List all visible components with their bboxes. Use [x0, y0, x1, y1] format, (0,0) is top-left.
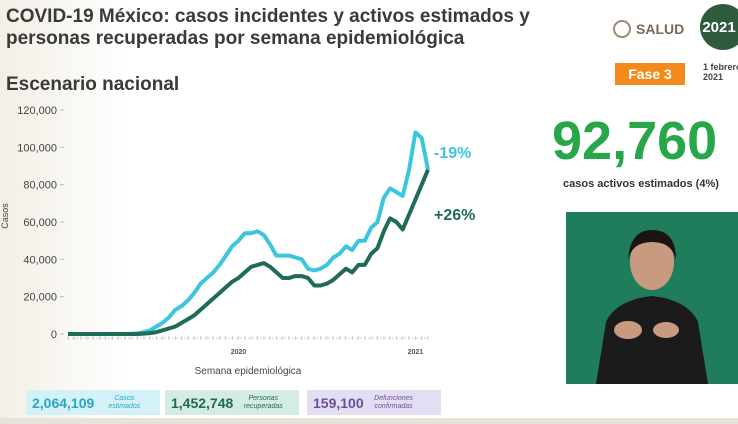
logo: SALUD	[612, 16, 690, 42]
y-tick-label: 100,000	[17, 142, 57, 154]
logo-text: SALUD	[636, 21, 685, 37]
y-tick-label: 40,000	[23, 254, 57, 266]
y-axis-label: Casos	[0, 203, 10, 229]
summary-value: 1,452,748	[171, 394, 234, 411]
title-line: COVID-19 México: casos incidentes y acti…	[6, 6, 530, 27]
summary-box: 2,064,109 Casos estimados	[26, 390, 160, 415]
summary-label: Casos estimados	[108, 394, 141, 410]
x-tick-label: 2020	[231, 349, 247, 356]
logo-icon	[613, 20, 631, 38]
phase-badge: Fase 3	[615, 63, 685, 85]
series-line	[68, 130, 430, 336]
y-tick-label: 0	[51, 329, 57, 341]
y-tick-label: 80,000	[23, 180, 57, 192]
summary-label: Personas recuperadas	[243, 394, 283, 410]
x-axis-label: Semana epidemiológica	[195, 366, 302, 377]
summary-label: Defunciones confirmadas	[374, 394, 414, 410]
summary-value: 159,100	[313, 394, 364, 411]
annotation: +26%	[434, 207, 475, 224]
annotation: -19%	[434, 145, 471, 162]
date: 1 febrero 2021	[703, 62, 738, 82]
summary-value: 2,064,109	[32, 394, 95, 411]
footer-strip	[0, 418, 738, 424]
interpreter-video	[566, 212, 738, 384]
big-number: 92,760	[552, 111, 718, 171]
interpreter	[596, 230, 708, 384]
subtitle: Escenario nacional	[6, 74, 180, 95]
badge: 2021	[700, 4, 738, 50]
summary-box: 159,100 Defunciones confirmadas	[307, 390, 441, 415]
date-line: 2021	[703, 72, 724, 82]
y-tick-label: 20,000	[23, 292, 57, 304]
x-tick-label: 2021	[408, 349, 424, 356]
big-number-label: casos activos estimados (4%)	[563, 178, 719, 190]
summary-box: 1,452,748 Personas recuperadas	[165, 390, 299, 415]
y-tick-label: 120,000	[17, 105, 57, 117]
title-line: personas recuperadas por semana epidemio…	[6, 28, 465, 49]
date-line: 1 febrero	[703, 62, 738, 72]
decoration	[0, 0, 130, 424]
y-tick-label: 60,000	[23, 217, 57, 229]
series-line	[68, 168, 430, 336]
title: COVID-19 México: casos incidentes y acti…	[6, 6, 530, 50]
